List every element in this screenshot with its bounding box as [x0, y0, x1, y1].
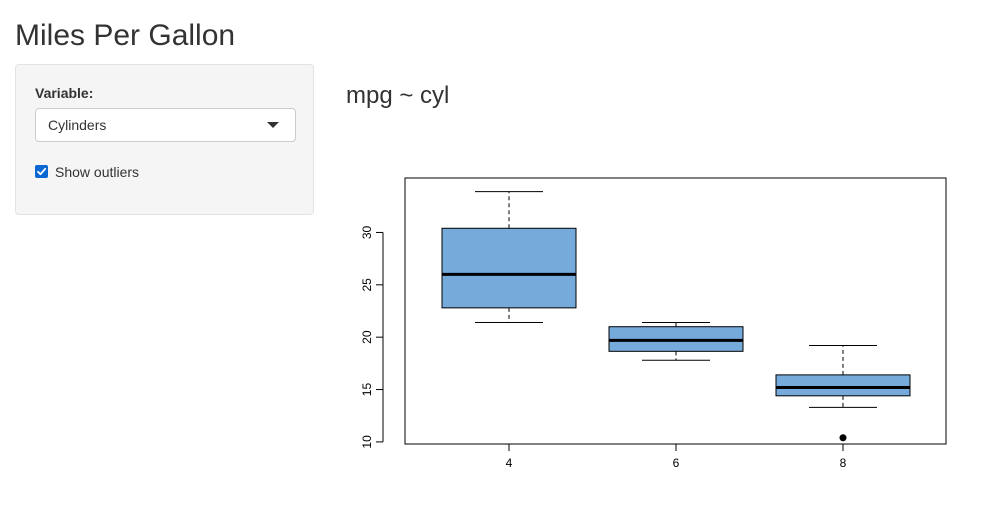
variable-select[interactable]: Cylinders	[35, 108, 296, 142]
x-tick-label-6: 6	[673, 456, 680, 470]
app-title: Miles Per Gallon	[15, 19, 236, 52]
variable-label: Variable:	[35, 85, 94, 101]
boxplot-chart: 10 15 20 25 30 4 6 8	[360, 177, 947, 470]
show-outliers-checkbox[interactable]	[35, 165, 48, 178]
x-tick-label-8: 8	[840, 456, 847, 470]
sidebar-panel: Variable: Cylinders Show outliers	[15, 64, 314, 215]
plot-title: mpg ~ cyl	[346, 82, 450, 109]
y-tick-label-15: 15	[360, 383, 374, 397]
x-tick-label-4: 4	[506, 456, 513, 470]
y-tick-label-25: 25	[360, 278, 374, 292]
y-tick-label-20: 20	[360, 330, 374, 344]
box-4	[441, 227, 577, 309]
outlier-point-8-0	[839, 434, 847, 442]
caret-down-icon[interactable]	[267, 122, 279, 128]
plot-frame	[404, 177, 947, 445]
variable-select-value: Cylinders	[48, 117, 107, 133]
show-outliers-label: Show outliers	[55, 164, 140, 180]
checkmark-icon	[37, 167, 47, 176]
y-tick-label-10: 10	[360, 435, 374, 449]
box-8	[775, 374, 911, 397]
y-tick-label-30: 30	[360, 225, 374, 239]
